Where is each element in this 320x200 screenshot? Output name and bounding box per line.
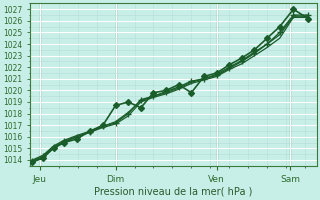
X-axis label: Pression niveau de la mer( hPa ): Pression niveau de la mer( hPa ) bbox=[94, 187, 252, 197]
